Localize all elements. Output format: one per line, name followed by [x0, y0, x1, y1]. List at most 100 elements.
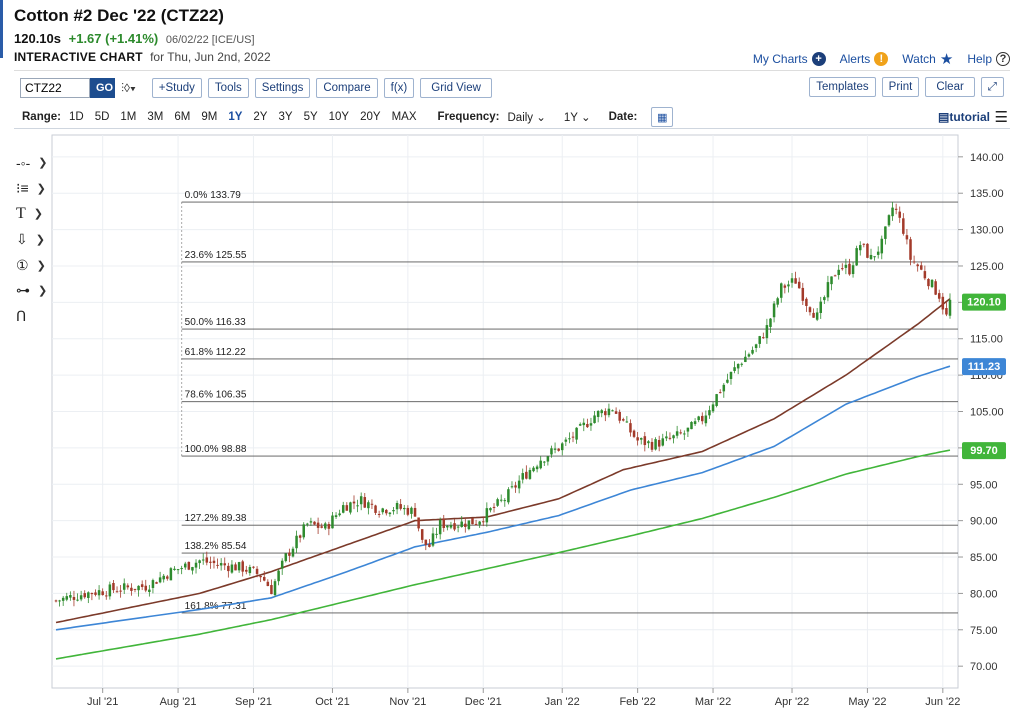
candle	[381, 508, 384, 513]
counter-tool[interactable]: ① ❯	[16, 252, 48, 278]
candle	[399, 504, 402, 509]
alerts-link[interactable]: Alerts!	[840, 52, 889, 66]
candle	[245, 569, 248, 572]
range-max[interactable]: MAX	[391, 111, 417, 123]
candle	[912, 261, 916, 263]
help-link[interactable]: Help?	[967, 52, 1010, 66]
watch-link[interactable]: Watch ★	[902, 50, 953, 68]
my-charts-link[interactable]: My Charts +	[753, 52, 826, 66]
candle	[230, 564, 234, 573]
symbol-input[interactable]	[20, 78, 90, 98]
y-tick-label: 95.00	[970, 479, 998, 491]
candle	[582, 422, 586, 426]
candle	[736, 363, 740, 369]
candle	[313, 521, 316, 525]
candle	[320, 526, 323, 528]
range-1y[interactable]: 1Y	[228, 111, 243, 123]
range-5y[interactable]: 5Y	[303, 111, 318, 123]
indicator-tool[interactable]: ⊶ ❯	[16, 278, 48, 304]
tools-button[interactable]: Tools	[207, 78, 249, 98]
candle	[801, 287, 805, 301]
candle	[280, 560, 284, 569]
candle	[108, 584, 112, 597]
candle	[442, 518, 446, 528]
period-dropdown[interactable]: 1Y ⌄	[564, 110, 591, 124]
range-6m[interactable]: 6M	[174, 111, 191, 123]
range-1m[interactable]: 1M	[120, 111, 137, 123]
range-5d[interactable]: 5D	[94, 111, 110, 123]
candle	[880, 238, 884, 254]
templates-button[interactable]: Templates	[809, 77, 876, 97]
range-20y[interactable]: 20Y	[360, 111, 381, 123]
chevron-right-icon: ❯	[35, 234, 45, 247]
candle	[560, 443, 564, 451]
candle	[316, 522, 320, 528]
magnet-tool[interactable]: Ո	[16, 304, 48, 330]
candle	[772, 303, 776, 318]
candle	[331, 515, 334, 529]
range-10y[interactable]: 10Y	[328, 111, 350, 123]
candle	[94, 592, 97, 595]
candle	[155, 582, 158, 584]
expand-button[interactable]: ⤢	[980, 77, 1004, 97]
candle	[841, 268, 844, 270]
range-1d[interactable]: 1D	[68, 111, 84, 123]
text-tool[interactable]: T ❯	[16, 201, 48, 227]
candle	[385, 509, 388, 514]
clear-button[interactable]: Clear	[925, 77, 975, 97]
range-9m[interactable]: 9M	[201, 111, 218, 123]
chart-type-dropdown[interactable]: ⫶◊▾	[121, 81, 136, 96]
candle	[428, 544, 431, 547]
candle	[923, 271, 927, 279]
candle	[790, 278, 794, 283]
print-button[interactable]: Print	[881, 77, 920, 97]
candle	[481, 521, 485, 523]
candle	[726, 379, 729, 383]
candle	[535, 466, 539, 470]
go-button[interactable]: GO	[90, 78, 115, 98]
tutorial-link[interactable]: ▤tutorial	[938, 110, 990, 124]
candle	[126, 585, 130, 588]
range-2y[interactable]: 2Y	[253, 111, 268, 123]
candle	[557, 448, 560, 451]
candle	[794, 278, 797, 284]
candle	[575, 427, 578, 440]
calendar-icon[interactable]: ▦	[651, 107, 674, 127]
arrow-tool[interactable]: ⇩ ❯	[16, 227, 48, 253]
settings-button[interactable]: Settings	[254, 78, 311, 98]
range-3y[interactable]: 3Y	[278, 111, 293, 123]
candle	[194, 562, 198, 568]
candle	[521, 473, 525, 480]
crosshair-tool[interactable]: -◦- ❯	[16, 150, 48, 176]
x-tick-label: Aug '21	[160, 696, 197, 708]
candle	[858, 245, 862, 251]
candle	[948, 299, 952, 316]
arrow-down-icon: ⇩	[16, 231, 28, 248]
fib-level-label: 127.2% 89.38	[185, 513, 247, 524]
compare-button[interactable]: Compare	[316, 78, 378, 98]
candle	[456, 526, 460, 528]
grid-view-button[interactable]: Grid View	[420, 78, 492, 98]
menu-icon[interactable]: ☰	[994, 109, 1008, 126]
frequency-dropdown[interactable]: Daily ⌄	[508, 110, 546, 124]
candle	[797, 281, 801, 289]
candle	[65, 596, 69, 600]
ma-long-line	[55, 449, 951, 660]
candle	[718, 392, 722, 394]
drawing-tools: -◦- ❯ ⁝≡ ❯ T ❯ ⇩ ❯ ① ❯ ⊶ ❯ Ո	[16, 150, 48, 329]
candle	[446, 525, 449, 528]
candle	[758, 336, 761, 344]
candle	[934, 281, 937, 295]
study-button[interactable]: +Study	[151, 78, 202, 98]
candle	[887, 215, 891, 226]
list-tool[interactable]: ⁝≡ ❯	[16, 176, 48, 202]
candle	[607, 408, 611, 416]
fx-button[interactable]: f(x)	[383, 78, 415, 98]
range-3m[interactable]: 3M	[147, 111, 164, 123]
candle	[97, 590, 101, 596]
candle	[654, 439, 657, 450]
star-icon: ★	[939, 51, 954, 68]
candle	[460, 521, 463, 528]
x-tick-label: Jul '21	[87, 696, 118, 708]
